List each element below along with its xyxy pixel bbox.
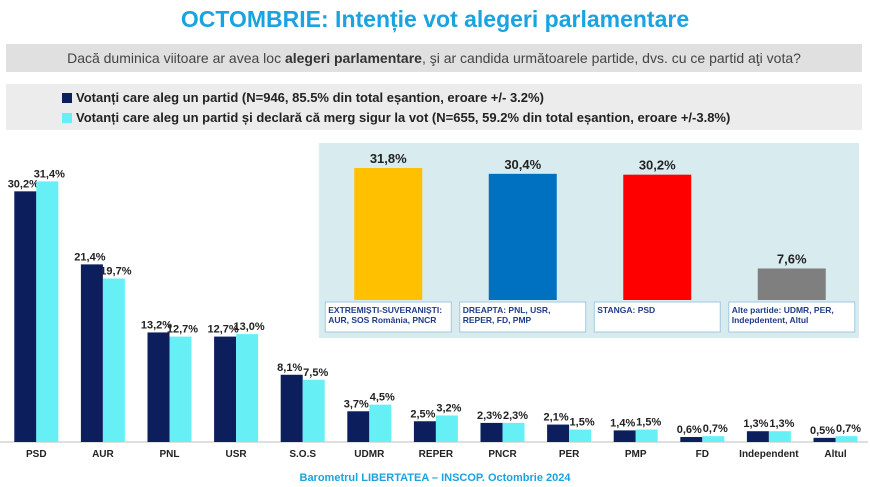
question-text-end: , şi ar candida următoarele partide, dvs… xyxy=(421,50,801,66)
bar-udmr-series1 xyxy=(347,411,370,442)
bar-pmp-series2 xyxy=(635,429,658,442)
data-label-altul-series2: 0,7% xyxy=(836,423,861,435)
data-label-per-series1: 2,1% xyxy=(544,412,569,424)
bar-fd-series1 xyxy=(680,437,703,442)
survey-question: Dacă duminica viitoare ar avea loc alege… xyxy=(6,44,862,72)
bar-reper-series2 xyxy=(435,415,458,442)
source-footer: Barometrul LIBERTATEA – INSCOP. Octombri… xyxy=(299,472,571,484)
bar-pnl-series1 xyxy=(147,332,170,442)
x-tick-label-pncr: PNCR xyxy=(488,449,517,460)
summary-bar-group-2 xyxy=(488,173,557,300)
summary-category-box-group-1 xyxy=(324,301,452,333)
legend-entry-series2: Votanți care aleg un partid și declară c… xyxy=(62,109,730,127)
legend-entry-series1: Votanți care aleg un partid (N=946, 85.5… xyxy=(62,89,544,107)
legend-swatch-series2 xyxy=(62,112,72,123)
x-tick-label-pmp: PMP xyxy=(625,449,647,460)
summary-category-label-group-4: Alte partide: UDMR, PER, Indepdentent, Al… xyxy=(732,305,834,325)
bar-usr-series1 xyxy=(214,336,237,442)
data-label-independent-series1: 1,3% xyxy=(743,418,768,430)
data-label-s-o-s-series1: 8,1% xyxy=(277,362,302,374)
summary-data-label-group-4: 7,6% xyxy=(777,251,807,266)
bar-reper-series1 xyxy=(413,421,436,442)
data-label-independent-series2: 1,3% xyxy=(769,418,794,430)
bar-pncr-series2 xyxy=(502,422,525,442)
summary-category-label-group-3: STANGA: PSD xyxy=(597,305,655,315)
bar-aur-series1 xyxy=(80,264,103,442)
bar-fd-series2 xyxy=(702,436,725,442)
x-tick-label-s-o-s: S.O.S xyxy=(289,449,316,460)
summary-category-box-group-3 xyxy=(593,301,721,333)
summary-category-label-group-1: EXTREMIȘTI-SUVERANIȘTI: AUR, SOS România,… xyxy=(328,305,442,325)
question-text-bold: alegeri parlamentare xyxy=(284,50,422,66)
data-label-reper-series2: 3,2% xyxy=(436,402,461,414)
bar-s-o-s-series2 xyxy=(302,379,325,442)
bar-usr-series2 xyxy=(236,334,259,442)
bar-pnl-series2 xyxy=(169,336,192,442)
summary-category-label-group-2: DREAPTA: PNL, USR, REPER, FD, PMP xyxy=(463,305,551,325)
data-label-pnl-series2: 12,7% xyxy=(167,324,198,336)
data-label-pnl-series1: 13,2% xyxy=(141,319,172,331)
bar-psd-series2 xyxy=(36,181,59,442)
bar-s-o-s-series1 xyxy=(280,374,303,442)
data-label-altul-series1: 0,5% xyxy=(810,425,835,437)
x-tick-label-per: PER xyxy=(559,449,580,460)
x-tick-label-altul: Altul xyxy=(824,449,846,460)
data-label-pncr-series1: 2,3% xyxy=(477,410,502,422)
x-tick-label-psd: PSD xyxy=(26,449,47,460)
bar-udmr-series2 xyxy=(369,404,392,442)
question-text-start: Dacă duminica viitoare ar avea loc xyxy=(67,50,285,66)
x-tick-label-aur: AUR xyxy=(92,449,114,460)
data-label-fd-series1: 0,6% xyxy=(677,424,702,436)
data-label-usr-series1: 12,7% xyxy=(207,324,238,336)
data-label-udmr-series2: 4,5% xyxy=(370,392,395,404)
bar-independent-series2 xyxy=(768,431,791,442)
x-tick-label-usr: USR xyxy=(226,449,248,460)
bar-altul-series1 xyxy=(813,437,836,442)
bar-independent-series1 xyxy=(746,431,769,442)
x-tick-label-independent: Independent xyxy=(739,449,799,460)
summary-data-label-group-1: 31,8% xyxy=(370,151,407,166)
x-tick-label-fd: FD xyxy=(696,449,709,460)
bar-psd-series1 xyxy=(14,191,37,442)
legend-label-series1: Votanți care aleg un partid (N=946, 85.5… xyxy=(76,90,544,105)
bar-altul-series2 xyxy=(835,436,858,442)
data-label-per-series2: 1,5% xyxy=(570,417,595,429)
data-label-reper-series1: 2,5% xyxy=(410,408,435,420)
page-title: OCTOMBRIE: Intenție vot alegeri parlamen… xyxy=(180,6,690,32)
data-label-fd-series2: 0,7% xyxy=(703,423,728,435)
data-label-aur-series1: 21,4% xyxy=(74,251,105,263)
data-label-psd-series2: 31,4% xyxy=(34,168,65,180)
summary-bar-group-1 xyxy=(354,168,423,300)
data-label-usr-series2: 13,0% xyxy=(233,321,264,333)
bar-per-series2 xyxy=(569,429,592,442)
summary-data-label-group-2: 30,4% xyxy=(504,157,541,172)
summary-category-box-group-4 xyxy=(728,301,856,333)
bar-aur-series2 xyxy=(102,278,125,442)
x-tick-label-pnl: PNL xyxy=(160,449,180,460)
data-label-pmp-series1: 1,4% xyxy=(610,417,635,429)
data-label-udmr-series1: 3,7% xyxy=(344,398,369,410)
bar-pmp-series1 xyxy=(613,430,636,442)
bar-pncr-series1 xyxy=(480,422,503,442)
summary-data-label-group-3: 30,2% xyxy=(639,158,676,173)
data-label-psd-series1: 30,2% xyxy=(8,178,39,190)
x-tick-label-reper: REPER xyxy=(419,449,454,460)
data-label-pmp-series2: 1,5% xyxy=(636,417,661,429)
data-label-aur-series2: 19,7% xyxy=(100,265,131,277)
data-label-pncr-series2: 2,3% xyxy=(503,410,528,422)
bar-per-series1 xyxy=(547,424,570,442)
summary-bar-group-3 xyxy=(623,174,692,300)
x-tick-label-udmr: UDMR xyxy=(354,449,385,460)
summary-category-box-group-2 xyxy=(459,301,587,333)
legend-label-series2: Votanți care aleg un partid și declară c… xyxy=(76,110,731,125)
chart-legend: Votanți care aleg un partid (N=946, 85.5… xyxy=(6,84,862,130)
legend-swatch-series1 xyxy=(62,92,72,103)
data-label-s-o-s-series2: 7,5% xyxy=(303,367,328,379)
summary-bar-group-4 xyxy=(757,268,826,300)
